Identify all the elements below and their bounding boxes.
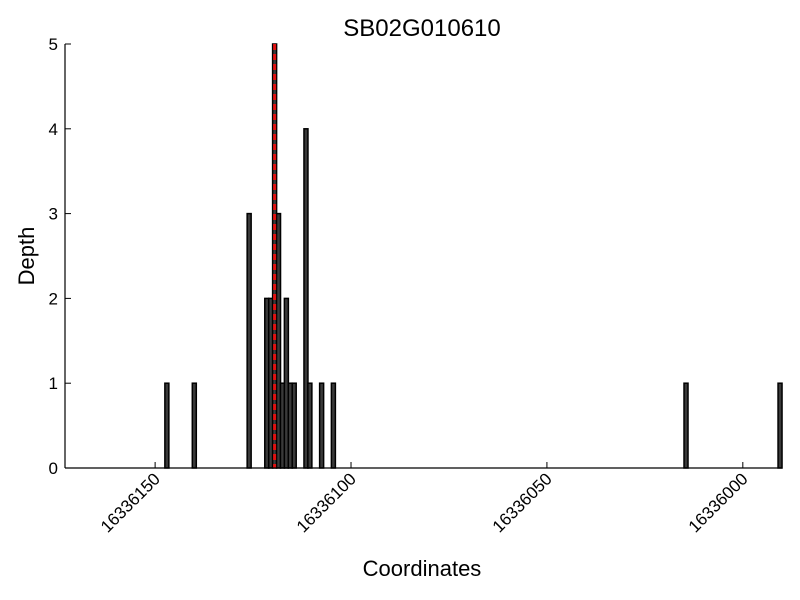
x-ticks-group: 16336150 16336100 16336050 16336000 <box>97 462 752 536</box>
bar-14 <box>330 382 337 469</box>
bar-0 <box>164 382 170 469</box>
y-tick-label-0: 0 <box>49 459 58 478</box>
x-axis-label: Coordinates <box>363 556 482 581</box>
bar-12 <box>307 382 313 469</box>
bar-13 <box>318 382 325 469</box>
y-tick-label-3: 3 <box>49 205 58 224</box>
x-tick-label-16336050: 16336050 <box>489 469 556 536</box>
x-tick-label-16336150: 16336150 <box>97 469 164 536</box>
y-tick-label-2: 2 <box>49 289 58 308</box>
bar-16 <box>777 382 783 469</box>
chart-title: SB02G010610 <box>343 15 500 42</box>
bar-15 <box>683 382 689 469</box>
x-tick-label-16336100: 16336100 <box>293 469 360 536</box>
x-tick-label-16336000: 16336000 <box>685 469 752 536</box>
bar-2 <box>246 212 252 469</box>
bar-1 <box>191 382 198 469</box>
y-tick-label-4: 4 <box>49 120 58 139</box>
y-tick-label-1: 1 <box>49 374 58 393</box>
y-axis-label: Depth <box>14 227 39 286</box>
bar-10 <box>291 382 297 469</box>
y-tick-label-5: 5 <box>49 35 58 54</box>
y-ticks-group: 0 1 2 3 4 5 <box>49 35 71 478</box>
bars-group <box>164 43 783 469</box>
